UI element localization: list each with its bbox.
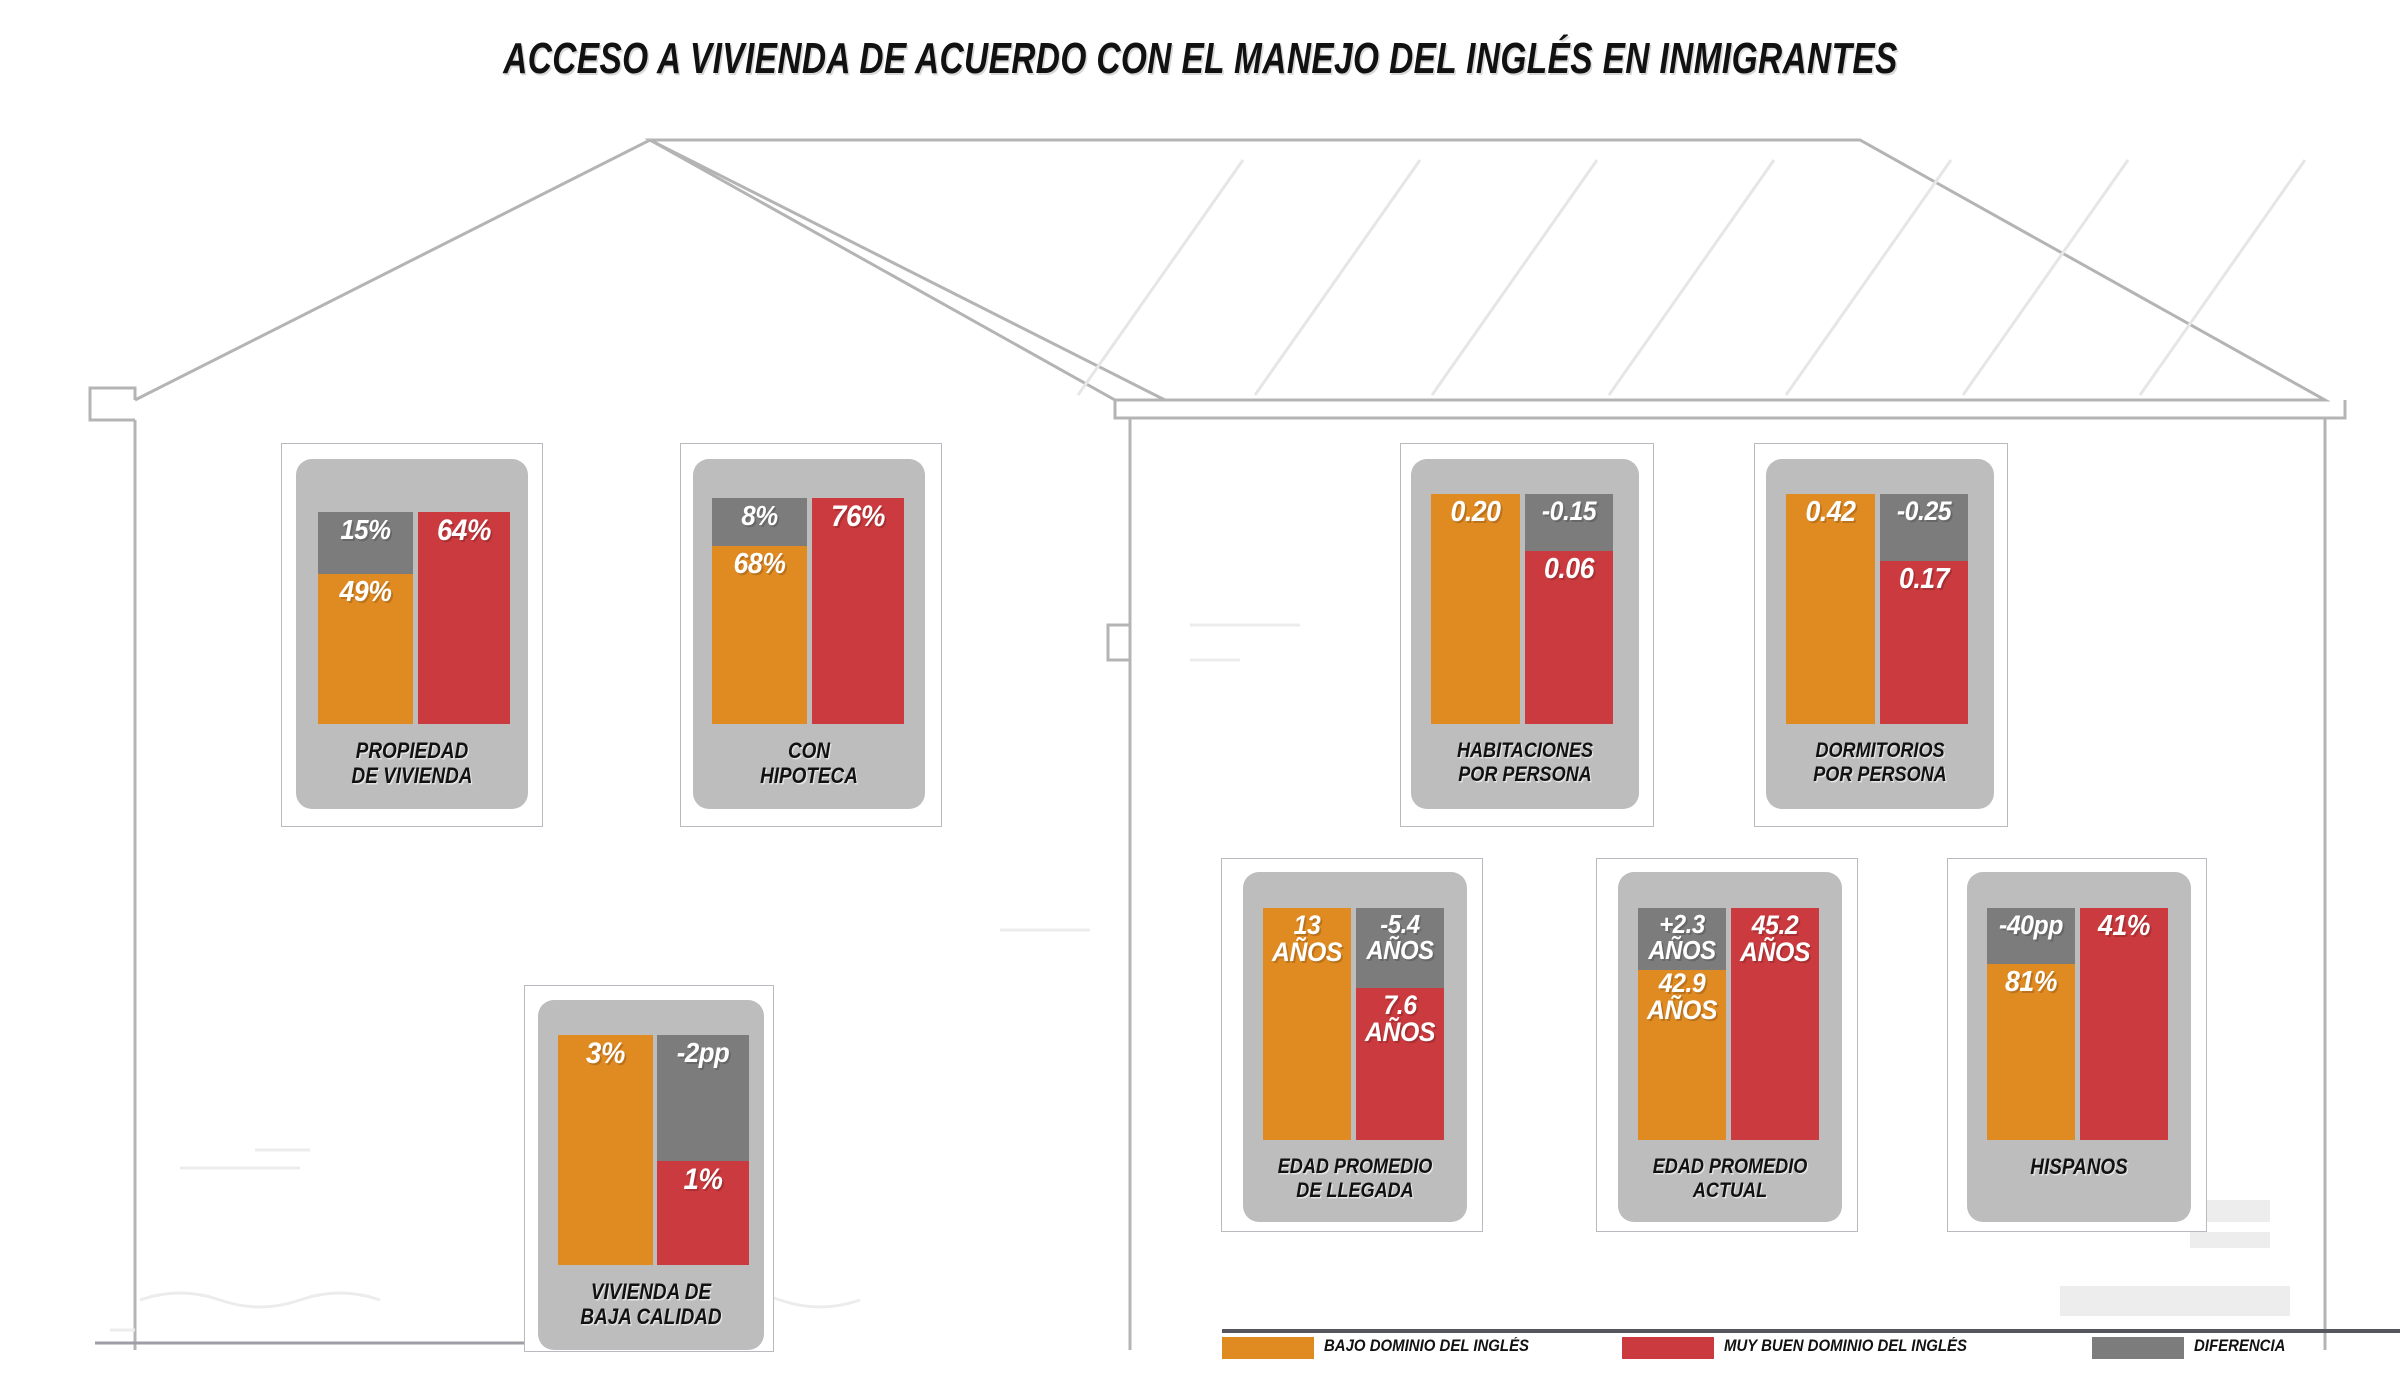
card-propiedad-de-vivienda[interactable]: 15% 49% 64% PROPIEDAD DE VIVIENDA (296, 459, 528, 809)
segment-low-english: 49% (318, 574, 413, 724)
segment-low-english: 42.9 AÑOS (1638, 968, 1726, 1140)
value-difference: -2pp (676, 1037, 730, 1068)
segment-low-english: 68% (712, 546, 807, 724)
card-caption: HISPANOS (2030, 1154, 2128, 1179)
card-caption: VIVIENDA DE BAJA CALIDAD (580, 1279, 722, 1329)
value-high-english: 7.6 AÑOS (1365, 990, 1435, 1047)
segment-low-english: 0.20 (1431, 494, 1520, 724)
legend-swatch-difference (2092, 1337, 2184, 1359)
legend-item-difference: DIFERENCIA (2092, 1337, 2392, 1359)
legend-label-high-english: MUY BUEN DOMINIO DEL INGLÉS (1724, 1337, 1967, 1355)
segment-low-english: 0.42 (1786, 494, 1875, 724)
value-low-english: 0.42 (1805, 496, 1856, 528)
bar-group-low-english: 0.42 (1786, 494, 1875, 724)
value-difference: -5.4 AÑOS (1366, 909, 1434, 965)
segment-difference: -0.15 (1525, 494, 1613, 551)
segment-low-english: 13 AÑOS (1263, 908, 1351, 1140)
value-low-english: 68% (733, 548, 786, 580)
bar-group-low-english: 0.20 (1431, 494, 1520, 724)
card-vivienda-de-baja-calidad[interactable]: 3% -2pp 1% VIVIENDA DE BAJA CALIDAD (538, 1000, 764, 1350)
card-caption: PROPIEDAD DE VIVIENDA (351, 738, 473, 788)
segment-difference: 15% (318, 512, 413, 574)
segment-difference: 8% (712, 498, 807, 546)
card-caption: EDAD PROMEDIO ACTUAL (1652, 1155, 1808, 1202)
bar-group-high-english: 41% (2080, 908, 2168, 1140)
value-low-english: 42.9 AÑOS (1647, 968, 1717, 1025)
bar-group-low-english: 15% 49% (318, 512, 413, 724)
bar-group-low-english: -40pp 81% (1987, 908, 2075, 1140)
segment-high-english: 41% (2080, 908, 2168, 1140)
card-caption: CON HIPOTECA (760, 738, 858, 788)
bar-group-low-english: 8% 68% (712, 498, 807, 724)
legend: BAJO DOMINIO DEL INGLÉS MUY BUEN DOMINIO… (1222, 1337, 2400, 1377)
value-low-english: 13 AÑOS (1272, 910, 1342, 967)
card-edad-promedio-de-llegada[interactable]: 13 AÑOS -5.4 AÑOS 7.6 AÑOS EDAD PROMEDIO… (1243, 872, 1467, 1222)
bar-group-high-english: 45.2 AÑOS (1731, 908, 1819, 1140)
legend-item-low-english: BAJO DOMINIO DEL INGLÉS (1222, 1337, 1622, 1359)
segment-high-english: 45.2 AÑOS (1731, 908, 1819, 1140)
segment-high-english: 64% (418, 512, 510, 724)
page-title-text: ACCESO A VIVIENDA DE ACUERDO CON EL MANE… (502, 34, 1898, 83)
bar-group-high-english: -2pp 1% (657, 1035, 749, 1265)
segment-difference: -5.4 AÑOS (1356, 908, 1444, 988)
card-caption: EDAD PROMEDIO DE LLEGADA (1277, 1155, 1433, 1202)
legend-label-low-english: BAJO DOMINIO DEL INGLÉS (1324, 1337, 1530, 1355)
bar-group-low-english: +2.3 AÑOS 42.9 AÑOS (1638, 908, 1726, 1140)
value-high-english: 45.2 AÑOS (1740, 910, 1810, 967)
page-title: ACCESO A VIVIENDA DE ACUERDO CON EL MANE… (0, 34, 2400, 84)
segment-high-english: 0.06 (1525, 551, 1613, 724)
value-difference: +2.3 AÑOS (1648, 909, 1716, 965)
bar-group-high-english: -0.15 0.06 (1525, 494, 1613, 724)
value-difference: 8% (741, 500, 778, 531)
card-caption: HABITACIONES POR PERSONA (1456, 739, 1594, 786)
value-high-english: 41% (2097, 910, 2151, 942)
value-difference: -0.25 (1896, 496, 1952, 526)
card-habitaciones-por-persona[interactable]: 0.20 -0.15 0.06 HABITACIONES POR PERSONA (1411, 459, 1639, 809)
value-low-english: 49% (339, 576, 392, 608)
segment-low-english: 81% (1987, 964, 2075, 1140)
bar-group-low-english: 3% (558, 1035, 653, 1265)
value-difference: -0.15 (1541, 496, 1597, 526)
bar-group-low-english: 13 AÑOS (1263, 908, 1351, 1140)
value-difference: -40pp (1999, 910, 2063, 940)
value-low-english: 3% (586, 1037, 625, 1070)
card-hispanos[interactable]: -40pp 81% 41% HISPANOS (1967, 872, 2191, 1222)
segment-high-english: 7.6 AÑOS (1356, 988, 1444, 1140)
value-low-english: 81% (2004, 966, 2058, 998)
bar-group-high-english: -0.25 0.17 (1880, 494, 1968, 724)
value-high-english: 76% (831, 500, 885, 533)
legend-item-high-english: MUY BUEN DOMINIO DEL INGLÉS (1622, 1337, 2092, 1359)
card-dormitorios-por-persona[interactable]: 0.42 -0.25 0.17 DORMITORIOS POR PERSONA (1766, 459, 1994, 809)
value-high-english: 1% (683, 1163, 723, 1196)
value-high-english: 64% (437, 514, 491, 547)
bar-group-high-english: -5.4 AÑOS 7.6 AÑOS (1356, 908, 1444, 1140)
segment-high-english: 0.17 (1880, 561, 1968, 724)
card-caption: DORMITORIOS POR PERSONA (1813, 739, 1947, 786)
segment-difference: -0.25 (1880, 494, 1968, 561)
value-low-english: 0.20 (1450, 496, 1501, 528)
value-difference: 15% (340, 514, 391, 545)
segment-high-english: 1% (657, 1161, 749, 1265)
legend-swatch-high-english (1622, 1337, 1714, 1359)
segment-high-english: 76% (812, 498, 904, 724)
segment-difference: +2.3 AÑOS (1638, 908, 1726, 970)
bar-group-high-english: 64% (418, 512, 510, 724)
bar-group-high-english: 76% (812, 498, 904, 724)
legend-divider (1222, 1329, 2400, 1333)
segment-difference: -40pp (1987, 908, 2075, 964)
card-con-hipoteca[interactable]: 8% 68% 76% CON HIPOTECA (693, 459, 925, 809)
legend-swatch-low-english (1222, 1337, 1314, 1359)
value-high-english: 0.17 (1898, 563, 1950, 595)
card-edad-promedio-actual[interactable]: +2.3 AÑOS 42.9 AÑOS 45.2 AÑOS EDAD PROME… (1618, 872, 1842, 1222)
segment-difference: -2pp (657, 1035, 749, 1161)
value-high-english: 0.06 (1543, 553, 1595, 585)
segment-low-english: 3% (558, 1035, 653, 1265)
legend-label-difference: DIFERENCIA (2194, 1337, 2286, 1355)
